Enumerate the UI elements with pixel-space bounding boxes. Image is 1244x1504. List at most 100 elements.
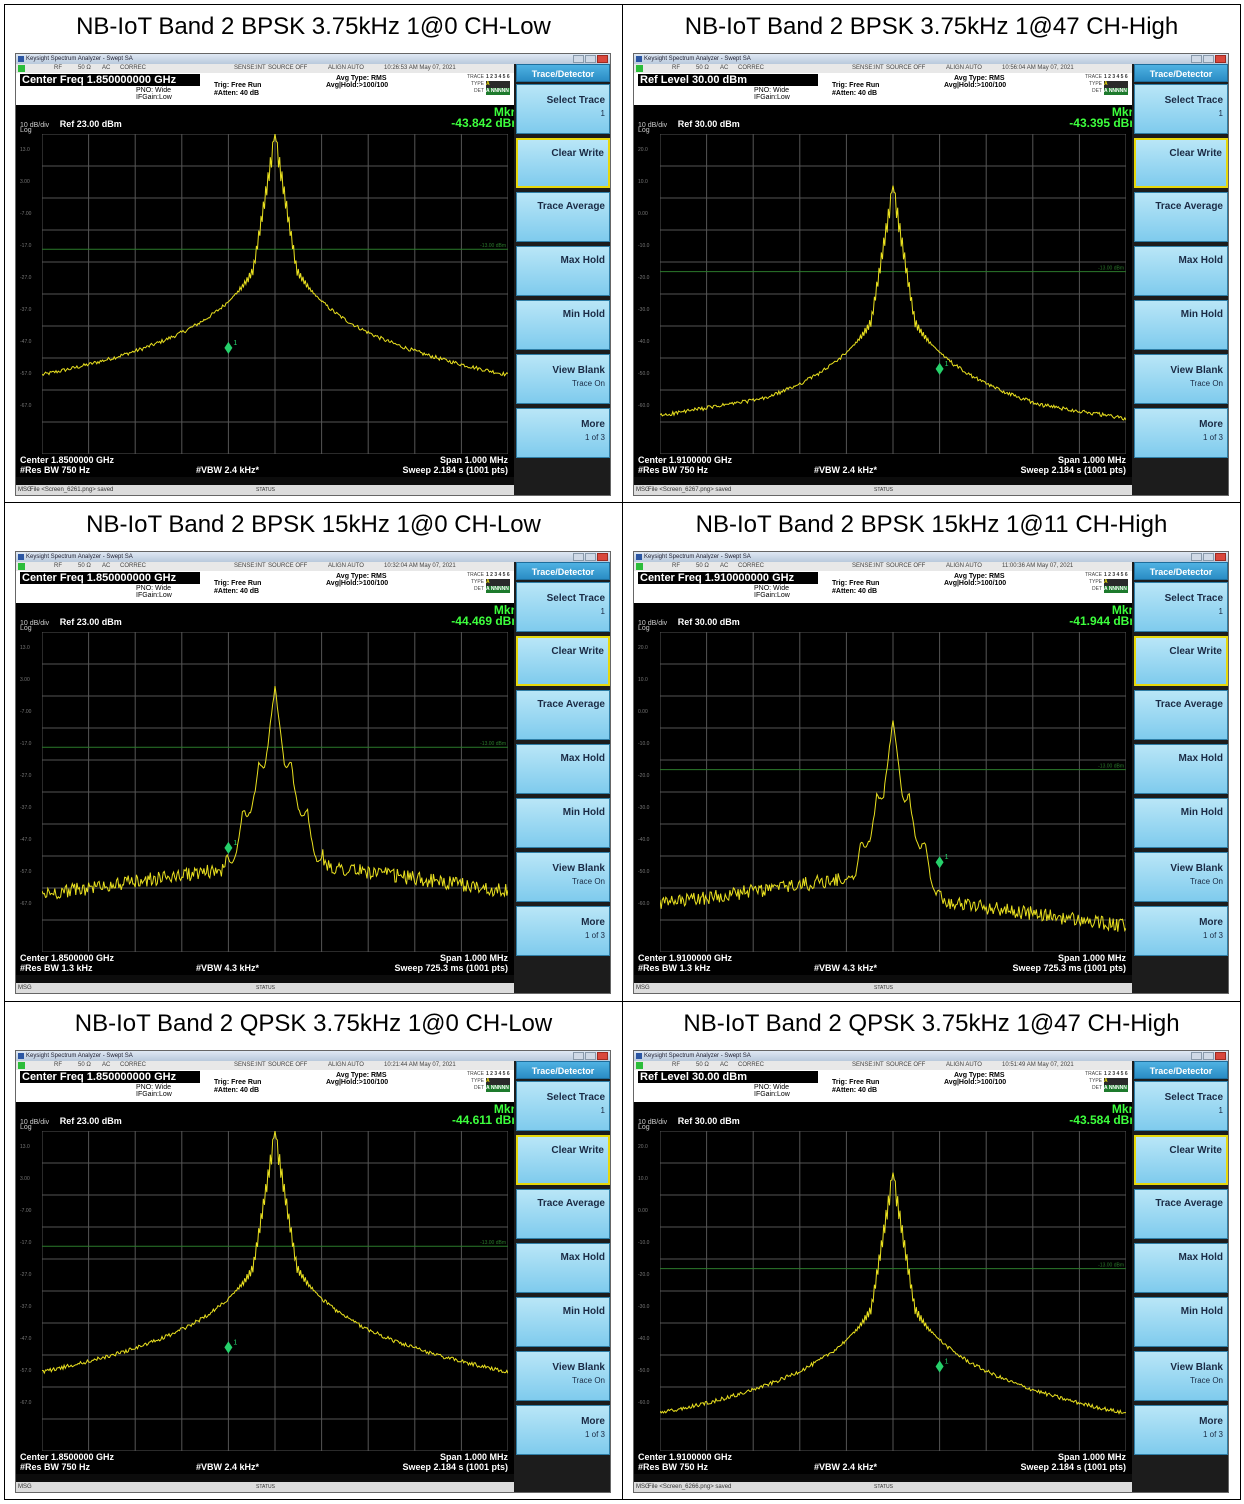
det-label: DET bbox=[474, 586, 484, 593]
close-icon[interactable] bbox=[1215, 55, 1226, 63]
select-trace-button[interactable]: Select Trace 1 bbox=[516, 84, 610, 134]
spectrum-plot[interactable]: -13.00 dBm 1 bbox=[42, 134, 508, 454]
spectrum-plot[interactable]: -13.00 dBm 1 bbox=[42, 632, 508, 953]
min-hold-button[interactable]: Min Hold bbox=[516, 1296, 610, 1347]
more-button[interactable]: More 1 of 3 bbox=[1134, 408, 1228, 458]
minimize-icon[interactable] bbox=[573, 553, 584, 562]
clear-write-button[interactable]: Clear Write bbox=[1134, 636, 1228, 687]
clear-write-button[interactable]: Clear Write bbox=[516, 636, 610, 687]
restore-icon[interactable] bbox=[1203, 55, 1214, 63]
trace-average-button[interactable]: Trace Average bbox=[516, 690, 610, 741]
trace-average-button[interactable]: Trace Average bbox=[1134, 192, 1228, 242]
min-hold-button[interactable]: Min Hold bbox=[1134, 1296, 1228, 1347]
close-icon[interactable] bbox=[597, 553, 608, 562]
active-function[interactable]: Ref Level 30.00 dBm bbox=[638, 74, 818, 86]
more-button[interactable]: More 1 of 3 bbox=[1134, 1404, 1228, 1455]
status-align: ALIGN AUTO bbox=[946, 1061, 982, 1068]
spectrum-plot[interactable]: -13.00 dBm 1 bbox=[42, 1130, 508, 1451]
screenshot-table: NB-IoT Band 2 BPSK 3.75kHz 1@0 CH-Low Ke… bbox=[4, 3, 1241, 1501]
close-icon[interactable] bbox=[597, 1051, 608, 1060]
trace-average-button[interactable]: Trace Average bbox=[1134, 690, 1228, 741]
message-bar: MSG STATUS bbox=[634, 983, 1132, 994]
close-icon[interactable] bbox=[1215, 553, 1226, 562]
sweep-time: Sweep 725.3 ms (1001 pts) bbox=[1012, 963, 1126, 974]
spectrum-plot[interactable]: -13.00 dBm 1 bbox=[660, 1130, 1126, 1451]
status-impedance: 50 Ω bbox=[696, 1061, 709, 1068]
select-trace-button[interactable]: Select Trace 1 bbox=[1134, 1080, 1228, 1131]
trace-average-button[interactable]: Trace Average bbox=[1134, 1188, 1228, 1239]
min-hold-button[interactable]: Min Hold bbox=[1134, 300, 1228, 350]
close-icon[interactable] bbox=[597, 55, 608, 63]
view-blank-button[interactable]: View Blank Trace On bbox=[516, 1350, 610, 1401]
max-hold-button[interactable]: Max Hold bbox=[1134, 744, 1228, 795]
scale-line: 10 dB/div Ref 23.00 dBm bbox=[20, 1116, 122, 1126]
spectrum-plot[interactable]: -13.00 dBm 1 bbox=[660, 134, 1126, 454]
restore-icon[interactable] bbox=[585, 55, 596, 63]
select-trace-button[interactable]: Select Trace 1 bbox=[1134, 582, 1228, 633]
more-button[interactable]: More 1 of 3 bbox=[516, 1404, 610, 1455]
min-hold-label: Min Hold bbox=[562, 309, 605, 320]
spectrum-plot[interactable]: -13.00 dBm 1 bbox=[660, 632, 1126, 953]
marker-1-number: 1 bbox=[233, 840, 237, 847]
active-function[interactable]: Ref Level 30.00 dBm bbox=[638, 1070, 818, 1083]
measurement-header: Center Freq 1.850000000 GHz PNO: Wide IF… bbox=[16, 1069, 514, 1102]
more-button[interactable]: More 1 of 3 bbox=[516, 408, 610, 458]
close-icon[interactable] bbox=[1215, 1051, 1226, 1060]
clear-write-button[interactable]: Clear Write bbox=[1134, 138, 1228, 188]
select-trace-label: Select Trace bbox=[1164, 95, 1223, 106]
min-hold-button[interactable]: Min Hold bbox=[516, 798, 610, 849]
view-blank-button[interactable]: View Blank Trace On bbox=[516, 852, 610, 903]
minimize-icon[interactable] bbox=[573, 55, 584, 63]
max-hold-button[interactable]: Max Hold bbox=[516, 744, 610, 795]
clear-write-label: Clear Write bbox=[1169, 646, 1222, 658]
select-trace-button[interactable]: Select Trace 1 bbox=[516, 582, 610, 633]
restore-icon[interactable] bbox=[585, 1051, 596, 1060]
active-function[interactable]: Center Freq 1.850000000 GHz bbox=[20, 1070, 200, 1083]
softkey-panel: Trace/Detector Select Trace 1 Clear Writ… bbox=[514, 562, 610, 994]
max-hold-button[interactable]: Max Hold bbox=[516, 246, 610, 296]
type-values: A WWWWW bbox=[486, 81, 510, 94]
view-blank-button[interactable]: View Blank Trace On bbox=[516, 354, 610, 404]
active-function[interactable]: Center Freq 1.910000000 GHz bbox=[638, 572, 818, 585]
panel-title: NB-IoT Band 2 QPSK 3.75kHz 1@0 CH-Low bbox=[74, 1009, 553, 1037]
view-blank-value: Trace On bbox=[1189, 1375, 1223, 1385]
y-tick-label: 10.0 bbox=[638, 1175, 648, 1182]
y-tick-label: -47.0 bbox=[20, 837, 32, 844]
view-blank-button[interactable]: View Blank Trace On bbox=[1134, 354, 1228, 404]
status-led-icon bbox=[18, 563, 25, 571]
video-bandwidth: #VBW 4.3 kHz* bbox=[814, 963, 878, 974]
log-label: Log bbox=[20, 1123, 32, 1131]
clear-write-button[interactable]: Clear Write bbox=[516, 1134, 610, 1185]
view-blank-button[interactable]: View Blank Trace On bbox=[1134, 1350, 1228, 1401]
min-hold-button[interactable]: Min Hold bbox=[516, 300, 610, 350]
window-title: Keysight Spectrum Analyzer - Swept SA bbox=[26, 56, 133, 62]
restore-icon[interactable] bbox=[1203, 1051, 1214, 1060]
restore-icon[interactable] bbox=[585, 553, 596, 562]
status-align: ALIGN AUTO bbox=[946, 65, 982, 71]
minimize-icon[interactable] bbox=[1191, 553, 1202, 562]
active-function[interactable]: Center Freq 1.850000000 GHz bbox=[20, 572, 200, 585]
trace-average-button[interactable]: Trace Average bbox=[516, 1188, 610, 1239]
select-trace-button[interactable]: Select Trace 1 bbox=[1134, 84, 1228, 134]
max-hold-button[interactable]: Max Hold bbox=[1134, 246, 1228, 296]
active-function[interactable]: Center Freq 1.850000000 GHz bbox=[20, 74, 200, 86]
max-hold-button[interactable]: Max Hold bbox=[516, 1242, 610, 1293]
more-button[interactable]: More 1 of 3 bbox=[1134, 906, 1228, 957]
minimize-icon[interactable] bbox=[1191, 55, 1202, 63]
minimize-icon[interactable] bbox=[573, 1051, 584, 1060]
more-button[interactable]: More 1 of 3 bbox=[516, 906, 610, 957]
more-label: More bbox=[581, 419, 605, 430]
restore-icon[interactable] bbox=[1203, 553, 1214, 562]
clear-write-button[interactable]: Clear Write bbox=[516, 138, 610, 188]
clear-write-button[interactable]: Clear Write bbox=[1134, 1134, 1228, 1185]
view-blank-button[interactable]: View Blank Trace On bbox=[1134, 852, 1228, 903]
select-trace-button[interactable]: Select Trace 1 bbox=[516, 1080, 610, 1131]
max-hold-button[interactable]: Max Hold bbox=[1134, 1242, 1228, 1293]
y-tick-label: -30.0 bbox=[638, 1303, 650, 1310]
minimize-icon[interactable] bbox=[1191, 1051, 1202, 1060]
det-label: DET bbox=[474, 88, 484, 94]
window-title: Keysight Spectrum Analyzer - Swept SA bbox=[644, 1052, 751, 1059]
window-titlebar: Keysight Spectrum Analyzer - Swept SA bbox=[16, 54, 610, 64]
trace-average-button[interactable]: Trace Average bbox=[516, 192, 610, 242]
min-hold-button[interactable]: Min Hold bbox=[1134, 798, 1228, 849]
